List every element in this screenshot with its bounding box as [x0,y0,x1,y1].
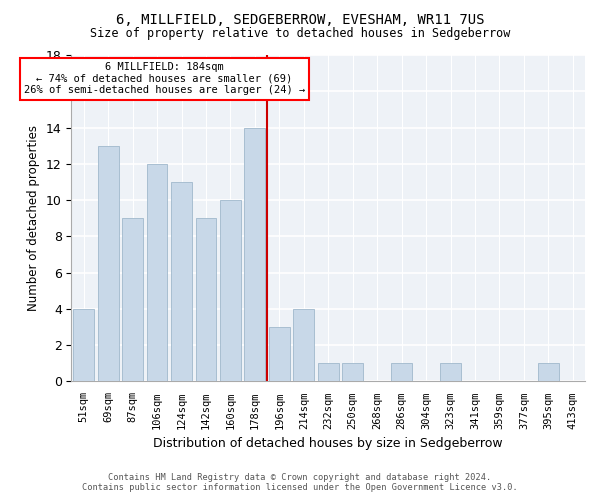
Bar [343,364,363,382]
Bar [220,200,241,382]
Bar [244,128,265,382]
Bar [440,364,461,382]
Text: 6 MILLFIELD: 184sqm
← 74% of detached houses are smaller (69)
26% of semi-detach: 6 MILLFIELD: 184sqm ← 74% of detached ho… [24,62,305,96]
Bar [269,327,290,382]
Bar [122,218,143,382]
X-axis label: Distribution of detached houses by size in Sedgeberrow: Distribution of detached houses by size … [154,437,503,450]
Text: 6, MILLFIELD, SEDGEBERROW, EVESHAM, WR11 7US: 6, MILLFIELD, SEDGEBERROW, EVESHAM, WR11… [116,12,484,26]
Bar [318,364,338,382]
Bar [146,164,167,382]
Bar [538,364,559,382]
Text: Contains HM Land Registry data © Crown copyright and database right 2024.
Contai: Contains HM Land Registry data © Crown c… [82,473,518,492]
Bar [293,309,314,382]
Bar [98,146,119,382]
Y-axis label: Number of detached properties: Number of detached properties [28,125,40,311]
Bar [171,182,192,382]
Bar [73,309,94,382]
Bar [196,218,217,382]
Bar [391,364,412,382]
Text: Size of property relative to detached houses in Sedgeberrow: Size of property relative to detached ho… [90,28,510,40]
